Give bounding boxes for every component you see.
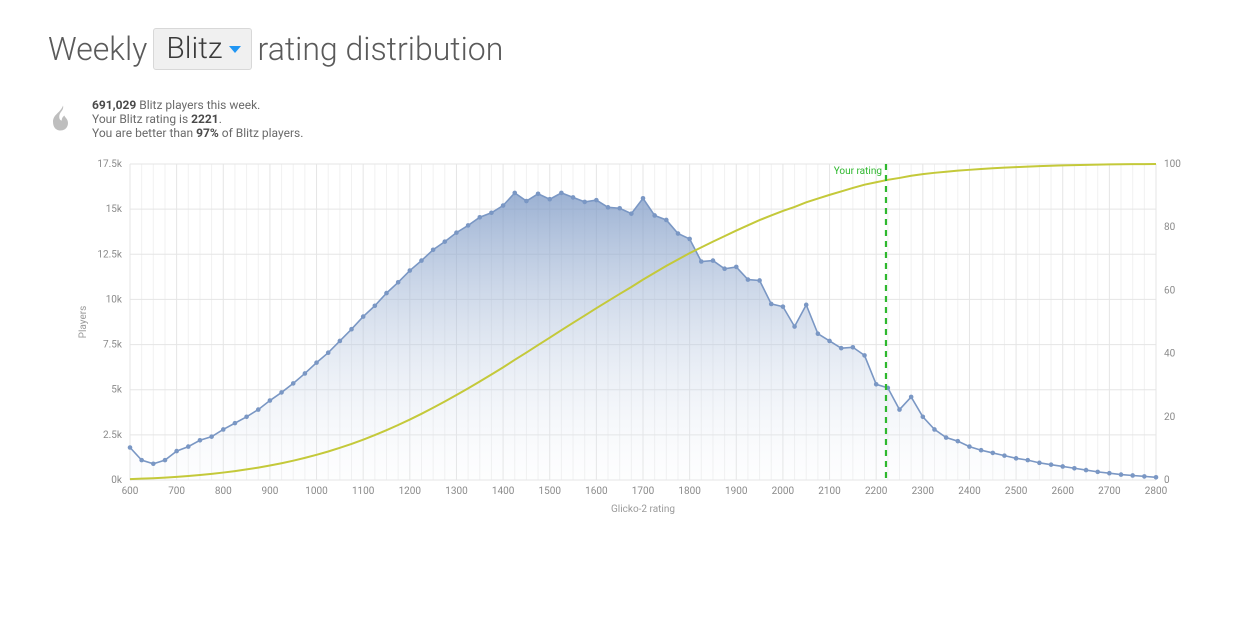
title-prefix: Weekly bbox=[48, 30, 147, 68]
your-rating-suffix: . bbox=[219, 112, 222, 126]
player-count: 691,029 bbox=[92, 98, 136, 112]
svg-text:1700: 1700 bbox=[632, 486, 655, 497]
svg-text:2400: 2400 bbox=[958, 486, 981, 497]
svg-text:2200: 2200 bbox=[865, 486, 888, 497]
chart-svg: Your rating 6007008009001000110012001300… bbox=[48, 154, 1188, 534]
svg-text:2.5k: 2.5k bbox=[103, 430, 123, 441]
svg-text:2500: 2500 bbox=[1005, 486, 1028, 497]
svg-text:80: 80 bbox=[1164, 222, 1176, 233]
summary-text: 691,029 Blitz players this week. Your Bl… bbox=[92, 98, 303, 140]
svg-text:1200: 1200 bbox=[399, 486, 422, 497]
svg-text:1400: 1400 bbox=[492, 486, 515, 497]
svg-text:2700: 2700 bbox=[1098, 486, 1121, 497]
svg-text:40: 40 bbox=[1164, 349, 1176, 360]
your-rating-value: 2221 bbox=[191, 112, 219, 126]
flame-icon bbox=[48, 100, 78, 136]
svg-text:2300: 2300 bbox=[912, 486, 935, 497]
svg-text:700: 700 bbox=[168, 486, 185, 497]
svg-text:0k: 0k bbox=[111, 475, 123, 486]
svg-text:2600: 2600 bbox=[1051, 486, 1074, 497]
variant-dropdown-label: Blitz bbox=[166, 31, 222, 67]
x-axis-ticks: 600 700 800 900 1000 1100 1200 1300 1400 1500 1600… bbox=[122, 486, 1168, 497]
svg-text:2000: 2000 bbox=[772, 486, 795, 497]
percentile-suffix: of Blitz players. bbox=[219, 126, 304, 140]
player-count-suffix: Blitz players this week. bbox=[136, 98, 260, 112]
svg-text:60: 60 bbox=[1164, 285, 1176, 296]
svg-text:1500: 1500 bbox=[538, 486, 561, 497]
y-axis-left-ticks: 0k 2.5k 5k 7.5k 10k 12.5k 15k 17.5k bbox=[97, 159, 123, 486]
your-rating-label: Your rating bbox=[834, 166, 882, 177]
percentile-prefix: You are better than bbox=[92, 126, 196, 140]
summary-line-rating: Your Blitz rating is 2221. bbox=[92, 112, 303, 126]
svg-text:15k: 15k bbox=[106, 204, 123, 215]
svg-text:12.5k: 12.5k bbox=[97, 249, 122, 260]
svg-text:1800: 1800 bbox=[678, 486, 701, 497]
svg-text:1900: 1900 bbox=[725, 486, 748, 497]
your-rating-prefix: Your Blitz rating is bbox=[92, 112, 191, 126]
svg-text:100: 100 bbox=[1164, 159, 1181, 170]
svg-text:1600: 1600 bbox=[585, 486, 608, 497]
y-axis-left-title: Players bbox=[78, 306, 89, 339]
chevron-down-icon bbox=[229, 46, 241, 53]
svg-text:5k: 5k bbox=[111, 385, 123, 396]
title-suffix: rating distribution bbox=[258, 30, 504, 68]
summary-line-players: 691,029 Blitz players this week. bbox=[92, 98, 303, 112]
histogram-area bbox=[130, 193, 1156, 480]
svg-text:800: 800 bbox=[215, 486, 232, 497]
svg-text:0: 0 bbox=[1164, 475, 1170, 486]
svg-text:2100: 2100 bbox=[818, 486, 841, 497]
page-title: Weekly Blitz rating distribution bbox=[48, 28, 1214, 70]
svg-text:20: 20 bbox=[1164, 412, 1176, 423]
x-axis-title: Glicko-2 rating bbox=[611, 504, 675, 515]
svg-text:10k: 10k bbox=[106, 294, 123, 305]
svg-text:7.5k: 7.5k bbox=[103, 340, 123, 351]
svg-text:2800: 2800 bbox=[1145, 486, 1168, 497]
svg-text:1000: 1000 bbox=[305, 486, 328, 497]
summary-line-percentile: You are better than 97% of Blitz players… bbox=[92, 126, 303, 140]
y-axis-right-ticks: 0 20 40 60 80 100 bbox=[1164, 159, 1181, 486]
svg-text:17.5k: 17.5k bbox=[97, 159, 122, 170]
variant-dropdown[interactable]: Blitz bbox=[153, 28, 251, 70]
svg-text:900: 900 bbox=[261, 486, 278, 497]
svg-text:1300: 1300 bbox=[445, 486, 468, 497]
rating-distribution-chart: Your rating 6007008009001000110012001300… bbox=[48, 154, 1214, 538]
percentile-value: 97% bbox=[196, 126, 219, 140]
svg-text:1100: 1100 bbox=[352, 486, 375, 497]
svg-text:600: 600 bbox=[122, 486, 139, 497]
summary-block: 691,029 Blitz players this week. Your Bl… bbox=[48, 98, 1214, 140]
